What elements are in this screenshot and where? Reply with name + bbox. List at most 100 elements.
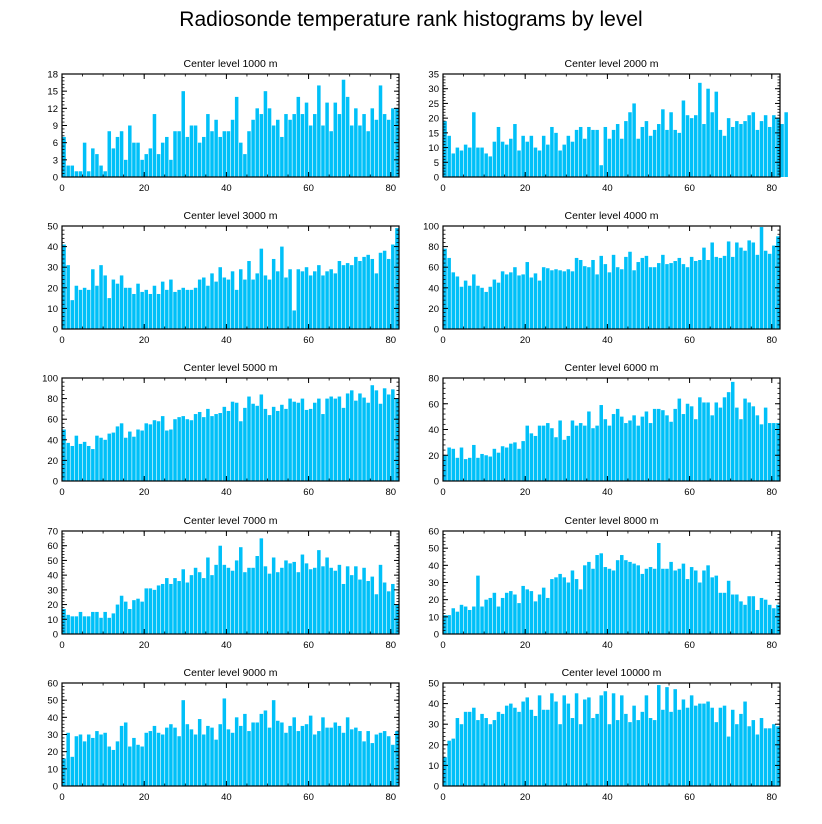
bar <box>239 269 243 329</box>
bar <box>665 264 669 329</box>
bar <box>329 396 333 481</box>
x-tick-label: 0 <box>59 335 64 346</box>
bar <box>636 720 640 786</box>
bar <box>521 135 525 177</box>
bar <box>160 281 165 329</box>
bar <box>500 446 505 481</box>
bar <box>325 398 329 481</box>
bar <box>156 585 161 634</box>
bar <box>759 227 764 329</box>
bar <box>333 273 338 329</box>
bar <box>472 112 476 177</box>
bar <box>103 732 107 786</box>
bar <box>459 150 464 177</box>
bar <box>325 557 329 634</box>
bar <box>669 421 673 481</box>
bar <box>599 165 603 177</box>
bar <box>358 125 362 177</box>
bar <box>636 138 640 177</box>
bar <box>628 420 632 481</box>
bar <box>578 126 583 177</box>
bar <box>496 452 501 481</box>
bar <box>747 240 751 329</box>
bar <box>657 408 661 481</box>
bar <box>74 435 79 481</box>
bar <box>587 411 591 481</box>
plot-frame <box>442 225 781 330</box>
bar <box>443 121 447 177</box>
bar <box>615 720 620 786</box>
bar <box>197 719 202 786</box>
y-tick-label: 10 <box>47 764 58 775</box>
bar <box>148 731 153 786</box>
bar <box>554 701 558 786</box>
y-tick-label: 80 <box>428 374 439 385</box>
bar <box>362 397 366 481</box>
bar <box>62 608 66 634</box>
bar <box>537 594 542 634</box>
y-tick-label: 100 <box>423 222 439 233</box>
x-tick-label: 20 <box>139 640 150 651</box>
bar <box>255 405 259 481</box>
bar <box>755 254 760 329</box>
bar <box>128 608 132 634</box>
bar <box>566 435 571 481</box>
bar <box>595 425 599 481</box>
bar <box>206 725 210 786</box>
bar <box>165 727 169 786</box>
bar <box>148 148 153 177</box>
bar <box>165 289 169 329</box>
x-tick-label: 20 <box>139 335 150 346</box>
bar <box>165 578 169 634</box>
bar <box>583 266 587 329</box>
bar <box>325 102 329 177</box>
x-tick-label: 60 <box>684 792 695 803</box>
bar <box>500 597 505 634</box>
bar <box>718 592 723 634</box>
y-tick-label: 40 <box>428 561 439 572</box>
bar <box>529 591 534 634</box>
bar <box>111 749 116 786</box>
bar <box>632 563 636 634</box>
bar <box>706 402 710 481</box>
bar <box>70 616 75 634</box>
bar <box>358 261 362 329</box>
bar <box>276 572 280 634</box>
bar <box>533 715 538 786</box>
bar <box>119 423 124 481</box>
bar <box>509 272 513 329</box>
bar <box>521 274 525 329</box>
bar <box>185 136 190 177</box>
x-tick-label: 20 <box>520 792 531 803</box>
bar <box>144 289 149 329</box>
bar <box>702 402 706 481</box>
bar <box>91 611 95 634</box>
y-tick-label: 10 <box>47 615 58 626</box>
x-tick-label: 60 <box>303 487 314 498</box>
bar <box>177 736 181 786</box>
bar <box>222 277 227 329</box>
bar <box>255 273 259 329</box>
bar <box>136 283 140 329</box>
bar <box>349 265 354 329</box>
bar <box>152 114 157 177</box>
bar <box>144 732 149 786</box>
bar <box>259 538 264 634</box>
bar <box>263 408 268 481</box>
bar <box>492 279 497 329</box>
bar <box>115 136 120 177</box>
bar <box>726 392 731 481</box>
bar <box>730 381 735 481</box>
panel-title: Center level 1000 m <box>184 58 278 70</box>
bar <box>537 280 542 329</box>
bar <box>517 448 521 481</box>
bar <box>472 606 476 634</box>
bar <box>500 141 505 177</box>
bar <box>193 414 198 481</box>
bar <box>321 414 325 481</box>
figure-title: Radiosonde temperature rank histograms b… <box>179 8 643 31</box>
bar <box>624 423 628 481</box>
bar <box>370 576 375 634</box>
y-tick-label: 60 <box>47 541 58 552</box>
bar <box>341 79 346 177</box>
